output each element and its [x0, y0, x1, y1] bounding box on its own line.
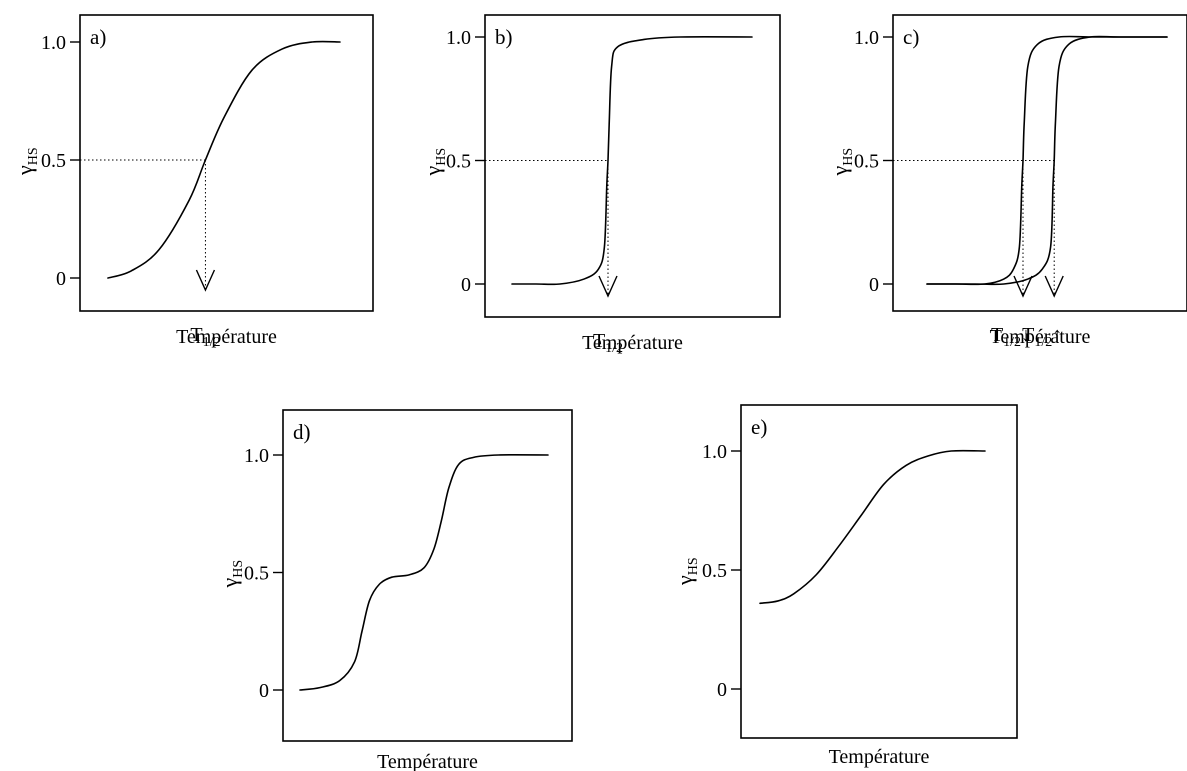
- y-axis-label: γHS: [827, 148, 856, 177]
- y-tick-label: 0: [56, 268, 66, 290]
- panel-label: e): [751, 415, 767, 439]
- y-tick-label: 0.5: [854, 151, 879, 173]
- x-axis-label: Température: [176, 326, 277, 348]
- y-tick-label: 0: [259, 680, 269, 702]
- y-axis-label: γHS: [672, 557, 701, 586]
- panel-label: a): [90, 25, 106, 49]
- panel-d: d) 0 0.5 1.0 γHS Température: [217, 409, 573, 771]
- y-tick-label: 0.5: [244, 563, 269, 585]
- panel-e: e) 0 0.5 1.0 γHS Température: [672, 404, 1018, 768]
- series-line: [759, 449, 986, 605]
- plot-frame: [484, 14, 781, 318]
- plot-frame: [79, 14, 374, 312]
- plot-frame: [282, 409, 573, 742]
- series-line: [926, 35, 1168, 286]
- y-tick-label: 0: [717, 679, 727, 701]
- y-tick-label: 0.5: [702, 560, 727, 582]
- y-tick-label: 1.0: [446, 27, 471, 49]
- series-line: [299, 454, 549, 691]
- t-half-label: T1/2: [593, 330, 623, 356]
- y-tick-label: 1.0: [41, 32, 66, 54]
- x-axis-label: Température: [829, 746, 930, 768]
- y-tick-label: 1.0: [244, 445, 269, 467]
- down-arrow-icon: [598, 275, 618, 298]
- series-line: [926, 35, 1168, 286]
- t-half-label: T1/2↓: [991, 324, 1031, 350]
- panel-label: b): [495, 25, 513, 49]
- y-tick-label: 0: [461, 274, 471, 296]
- panel-label: d): [293, 420, 311, 444]
- y-tick-label: 1.0: [702, 441, 727, 463]
- x-axis-label: Température: [582, 332, 683, 354]
- x-axis-label: Température: [990, 326, 1091, 348]
- plot-frame: [892, 14, 1187, 312]
- down-arrow-icon: [195, 269, 216, 292]
- t-half-label: T1/2↑: [1022, 324, 1062, 350]
- y-tick-label: 0: [869, 274, 879, 296]
- y-axis-label: γHS: [12, 147, 41, 176]
- plot-frame: [740, 404, 1018, 739]
- series-line: [107, 40, 341, 279]
- panel-label: c): [903, 25, 919, 49]
- t-half-label: T1/2: [190, 324, 220, 350]
- y-tick-label: 0.5: [41, 150, 66, 172]
- y-tick-label: 0.5: [446, 151, 471, 173]
- y-axis-label: γHS: [217, 560, 246, 589]
- y-axis-label: γHS: [420, 148, 449, 177]
- y-tick-label: 1.0: [854, 27, 879, 49]
- series-line: [511, 36, 753, 286]
- panel-c: c) 0 0.5 1.0 γHS T1/2↓T1/2↑Température: [827, 14, 1187, 350]
- down-arrow-icon: [1044, 275, 1064, 298]
- x-axis-label: Température: [377, 751, 478, 771]
